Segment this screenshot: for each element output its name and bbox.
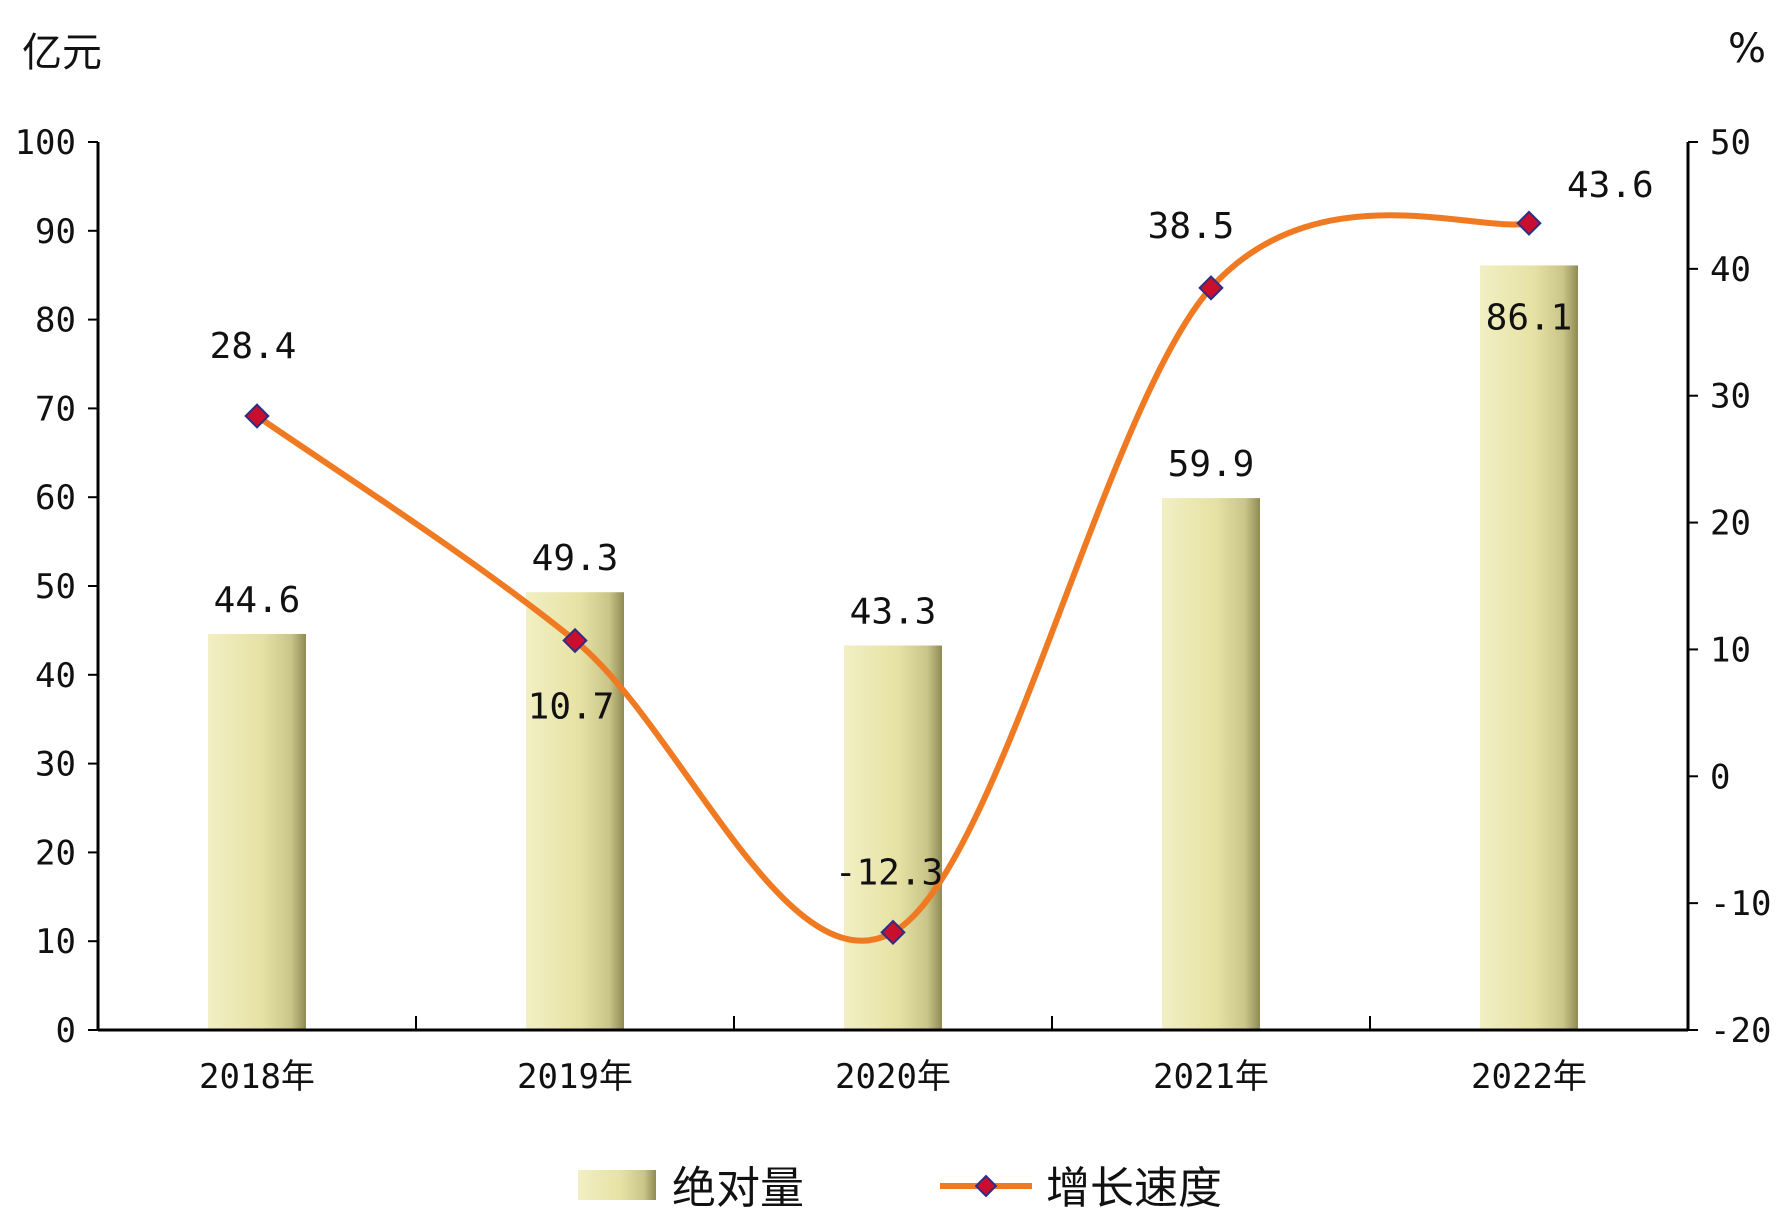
- growth-point-0: [244, 403, 270, 429]
- left-tick-label: 50: [35, 567, 76, 607]
- legend-label-bar: 绝对量: [672, 1163, 804, 1214]
- x-tick-label: 2020年: [835, 1057, 951, 1097]
- right-tick-label: -20: [1710, 1011, 1771, 1051]
- left-tick-label: 20: [35, 833, 76, 873]
- growth-value-label: 28.4: [210, 326, 297, 367]
- right-tick-label: 50: [1710, 123, 1751, 163]
- bar-value-label: 44.6: [214, 580, 301, 621]
- axes: 0 10 20 30 40 50 60 70 80 90 100 -20 -10 0 10 20 30 40 50 2…: [15, 123, 1772, 1097]
- left-tick-label: 0: [56, 1011, 76, 1051]
- right-tick-label: 30: [1710, 377, 1751, 417]
- x-tick-label: 2021年: [1153, 1057, 1269, 1097]
- left-tick-label: 60: [35, 478, 76, 518]
- right-tick-label: 20: [1710, 504, 1751, 544]
- data-labels: 44.6 49.3 43.3 59.9 86.1 28.4 10.7 -12.3 38.5 43.…: [210, 165, 1654, 893]
- growth-value-label: 10.7: [528, 687, 615, 728]
- legend-swatch-marker: [974, 1174, 998, 1198]
- left-tick-label: 70: [35, 389, 76, 429]
- bar-series: [208, 265, 1578, 1030]
- right-tick-label: 10: [1710, 630, 1751, 670]
- growth-value-label: -12.3: [835, 852, 943, 893]
- line-series: [244, 210, 1542, 946]
- bar-4: [1480, 265, 1578, 1030]
- growth-point-2: [880, 919, 906, 946]
- bar-3: [1162, 498, 1260, 1030]
- legend-label-line: 增长速度: [1046, 1163, 1222, 1214]
- x-tick-label: 2019年: [517, 1057, 633, 1097]
- left-tick-label: 80: [35, 301, 76, 341]
- left-tick-label: 90: [35, 212, 76, 252]
- bar-value-label: 43.3: [850, 591, 937, 632]
- growth-line: [255, 212, 1530, 944]
- growth-point-3: [1198, 275, 1224, 301]
- bar-value-label: 86.1: [1486, 297, 1573, 338]
- right-tick-label: -10: [1710, 884, 1771, 924]
- x-tick-label: 2018年: [199, 1057, 315, 1097]
- growth-point-4: [1516, 210, 1542, 236]
- bar-value-label: 59.9: [1168, 444, 1255, 485]
- right-axis-unit: %: [1728, 26, 1766, 72]
- bar-0: [208, 633, 306, 1030]
- left-tick-label: 30: [35, 745, 76, 785]
- left-tick-label: 10: [35, 922, 76, 962]
- bar-2: [844, 645, 942, 1030]
- left-tick-label: 100: [15, 123, 76, 163]
- bar-1: [526, 592, 624, 1030]
- growth-value-label: 38.5: [1148, 206, 1235, 247]
- right-tick-label: 40: [1710, 250, 1751, 290]
- growth-point-1: [562, 627, 588, 654]
- right-tick-label: 0: [1710, 757, 1730, 797]
- growth-value-label: 43.6: [1567, 165, 1654, 206]
- bar-value-label: 49.3: [532, 538, 619, 579]
- legend: 绝对量 增长速度: [578, 1163, 1222, 1214]
- legend-swatch-bar: [578, 1170, 656, 1200]
- x-tick-label: 2022年: [1471, 1057, 1587, 1097]
- left-tick-label: 40: [35, 656, 76, 696]
- left-axis-unit: 亿元: [22, 30, 102, 76]
